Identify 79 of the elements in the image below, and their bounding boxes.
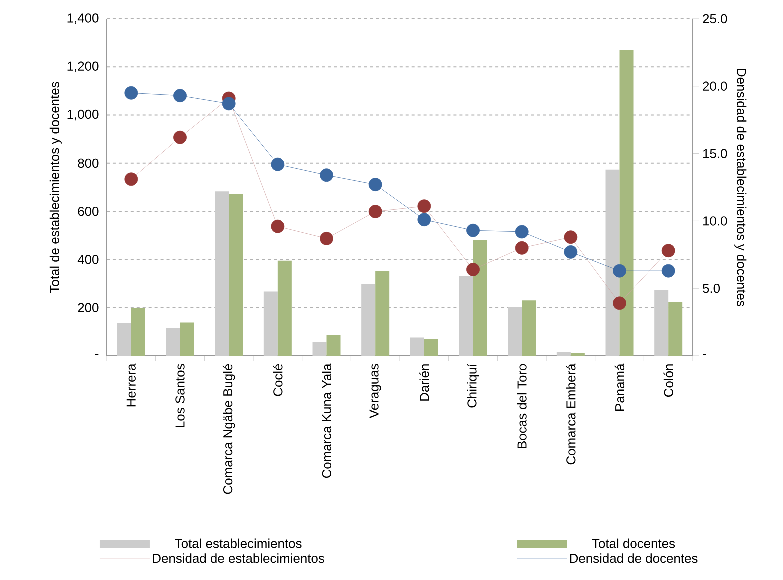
legend-label: Densidad de docentes xyxy=(570,554,698,564)
bar xyxy=(522,300,536,356)
bar xyxy=(410,338,424,356)
bar xyxy=(312,342,327,356)
bar xyxy=(362,284,376,356)
point xyxy=(222,97,236,111)
y2-tick-label: 25.0 xyxy=(703,14,728,24)
x-tick-label: Bocas del Toro xyxy=(517,364,527,448)
bar xyxy=(180,322,194,356)
point xyxy=(466,263,480,276)
legend-label: Total establecimientos xyxy=(175,538,302,548)
bar xyxy=(606,170,620,356)
bar xyxy=(654,290,669,356)
point xyxy=(174,89,187,103)
y-tick-label: 400 xyxy=(78,255,99,264)
point xyxy=(515,225,529,239)
point xyxy=(124,86,138,100)
y2-tick-label: 20.0 xyxy=(703,82,728,91)
bar xyxy=(473,240,488,356)
y2-tick-label: 5.0 xyxy=(703,284,720,294)
point xyxy=(515,241,529,255)
bar xyxy=(326,335,341,356)
bar xyxy=(215,192,230,356)
bar xyxy=(508,307,522,356)
y2-tick-label: 10.0 xyxy=(704,216,728,226)
x-tick-label: Coclé xyxy=(273,364,283,396)
point xyxy=(564,246,578,259)
point xyxy=(271,220,285,234)
legend-label: Total docentes xyxy=(592,538,676,548)
x-tick-label: Veraguas xyxy=(370,364,382,418)
point xyxy=(320,168,334,182)
point xyxy=(662,244,676,258)
y-tick-label: 200 xyxy=(78,303,99,312)
y-tick-label: 1,000 xyxy=(68,110,99,121)
point xyxy=(418,200,432,214)
bar xyxy=(264,292,278,356)
bar xyxy=(570,353,585,356)
bar xyxy=(424,339,438,356)
bar xyxy=(459,276,474,356)
x-tick-label: Los Santos xyxy=(176,364,185,428)
bar xyxy=(278,260,292,356)
bar xyxy=(131,308,146,356)
y-tick-label: 1,200 xyxy=(68,62,99,72)
bar xyxy=(117,323,132,356)
x-tick-label: Chiriquí xyxy=(467,364,480,408)
bar xyxy=(556,352,571,356)
point xyxy=(564,230,578,244)
point xyxy=(124,172,138,186)
y2-tick-label: - xyxy=(703,354,706,356)
y-axis-title: Total de establecimientos y docentes xyxy=(50,82,62,294)
bar xyxy=(376,271,390,356)
x-tick-label: Darién xyxy=(420,364,430,401)
point xyxy=(613,264,626,278)
x-tick-label: Colón xyxy=(664,364,674,397)
point xyxy=(613,296,626,310)
x-tick-label: Comarca Ngäbe Buglé xyxy=(222,364,236,494)
point xyxy=(662,264,676,278)
bar xyxy=(229,194,244,356)
point xyxy=(368,178,382,192)
legend-label: Densidad de establecimientos xyxy=(153,554,324,564)
point xyxy=(271,158,285,172)
x-tick-label: Comarca Emberá xyxy=(566,364,576,465)
y-tick-label: 600 xyxy=(78,206,99,216)
x-tick-label: Herrera xyxy=(126,364,136,407)
point xyxy=(174,130,187,144)
y-tick-label: 1,400 xyxy=(68,14,99,24)
bar xyxy=(668,302,683,356)
y-tick-label: - xyxy=(95,354,99,356)
bar xyxy=(166,328,180,356)
point xyxy=(320,232,334,246)
y2-tick-label: 15.0 xyxy=(704,149,728,158)
x-tick-label: Comarca Kuna Yala xyxy=(322,364,332,478)
point xyxy=(466,224,480,238)
point xyxy=(368,205,382,218)
y-tick-label: 800 xyxy=(78,158,99,168)
bar xyxy=(620,50,634,356)
point xyxy=(418,213,432,227)
y2-axis-title: Densidad de establecimientos y docentes xyxy=(734,69,747,306)
x-tick-label: Panamá xyxy=(614,364,625,411)
